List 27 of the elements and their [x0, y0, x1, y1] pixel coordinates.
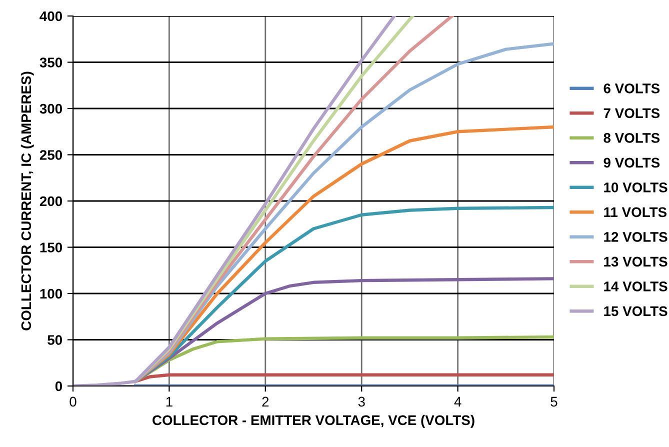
legend-label: 15 VOLTS: [604, 306, 668, 316]
legend-label: 10 VOLTS: [604, 182, 668, 192]
y-tick-label: 200: [40, 196, 62, 206]
legend-label: 9 VOLTS: [604, 158, 660, 168]
y-tick-label: 50: [48, 335, 62, 345]
legend-label: 14 VOLTS: [604, 282, 668, 292]
x-tick-label: 1: [166, 396, 172, 406]
legend-label: 12 VOLTS: [604, 232, 668, 242]
legend-label: 7 VOLTS: [604, 108, 660, 118]
y-tick-label: 300: [40, 104, 62, 114]
x-axis-title: COLLECTOR - EMITTER VOLTAGE, VCE (VOLTS): [152, 414, 474, 428]
y-tick-label: 250: [40, 150, 62, 160]
legend-label: 8 VOLTS: [604, 133, 660, 143]
x-tick-label: 2: [262, 396, 269, 406]
x-tick-label: 4: [454, 396, 462, 406]
y-axis-title: COLLECTOR CURRENT, IC (AMPERES): [20, 72, 34, 330]
legend-label: 6 VOLTS: [604, 84, 660, 94]
y-tick-label: 150: [40, 242, 62, 252]
y-tick-label: 350: [40, 58, 62, 68]
x-tick-label: 5: [550, 396, 558, 407]
y-tick-label: 0: [55, 381, 62, 392]
x-tick-label: 0: [70, 396, 76, 407]
legend-label: 11 VOLTS: [604, 207, 667, 218]
x-tick-label: 3: [358, 396, 365, 407]
y-tick-label: 100: [40, 288, 62, 299]
y-tick-label: 400: [40, 11, 62, 22]
legend-label: 13 VOLTS: [604, 256, 668, 267]
